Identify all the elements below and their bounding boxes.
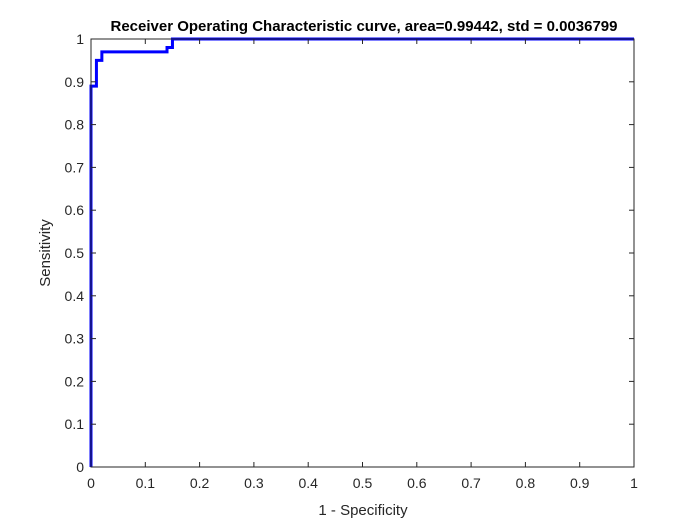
x-tick-label: 1 <box>630 475 638 491</box>
x-tick-label: 0.8 <box>516 475 536 491</box>
x-tick-label: 0.3 <box>244 475 264 491</box>
y-tick-label: 0.6 <box>65 202 85 218</box>
y-tick-label: 0.8 <box>65 117 85 133</box>
x-axis-label: 1 - Specificity <box>318 502 408 519</box>
y-tick-label: 0.9 <box>65 74 85 90</box>
y-tick-label: 0.5 <box>65 245 85 261</box>
y-axis-label: Sensitivity <box>37 219 54 287</box>
chart-title: Receiver Operating Characteristic curve,… <box>111 18 618 35</box>
plot-area <box>91 39 634 467</box>
ticks-layer: 0 0.1 0.2 0.3 0.4 0.5 0.6 0.7 0.8 0.9 1 0 0.1 0.2 0.3 0… <box>65 31 639 491</box>
y-tick-label: 0.4 <box>65 288 85 304</box>
y-tick-label: 0 <box>76 459 84 475</box>
y-tick-label: 1 <box>76 31 84 47</box>
curve-layer <box>89 37 634 467</box>
x-tick-label: 0.9 <box>570 475 590 491</box>
x-tick-label: 0.4 <box>298 475 318 491</box>
x-tick-label: 0.6 <box>407 475 427 491</box>
x-tick-label: 0 <box>87 475 95 491</box>
y-tick-label: 0.3 <box>65 331 85 347</box>
roc-curve-line <box>89 37 634 467</box>
x-tick-label: 0.7 <box>461 475 481 491</box>
y-tick-label: 0.7 <box>65 159 85 175</box>
y-tick-label: 0.2 <box>65 373 85 389</box>
x-tick-label: 0.1 <box>136 475 156 491</box>
y-tick-label: 0.1 <box>65 416 85 432</box>
x-tick-label: 0.2 <box>190 475 210 491</box>
x-tick-label: 0.5 <box>353 475 373 491</box>
